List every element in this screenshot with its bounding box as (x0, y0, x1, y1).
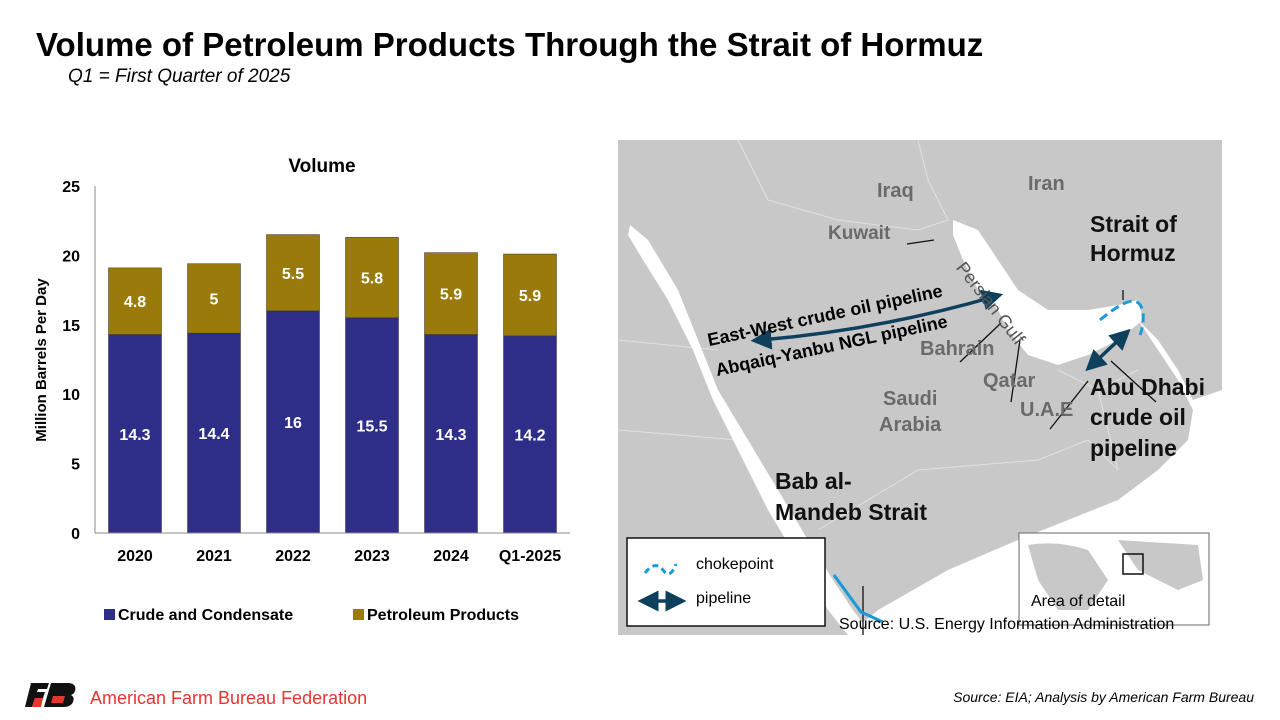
footer-source: Source: EIA; Analysis by American Farm B… (953, 689, 1254, 705)
bar-value-label: 5.8 (361, 271, 383, 288)
bar-value-label: 14.3 (435, 427, 466, 444)
label-saudi: Saudi (883, 388, 938, 410)
legend-pipeline-label: pipeline (696, 590, 752, 607)
bar-value-label: 5.5 (282, 266, 304, 283)
label-iraq: Iraq (877, 180, 914, 202)
x-tick-label: Q1-2025 (499, 548, 561, 565)
borders (618, 140, 1139, 531)
bar-products (345, 237, 399, 319)
bar-value-label: 14.2 (514, 427, 545, 444)
bar-crude (503, 335, 557, 534)
bar-value-label: 5 (210, 291, 219, 308)
bar-crude (345, 317, 399, 534)
bar-value-label: 15.5 (356, 418, 387, 435)
label-abu-dhabi: Abu Dhabi (1090, 374, 1205, 400)
bab-chokepoint (832, 574, 884, 624)
map-source: Source: U.S. Energy Information Administ… (839, 616, 1175, 633)
label-kuwait: Kuwait (828, 223, 891, 244)
bar-crude (266, 310, 320, 534)
x-tick-label: 2022 (275, 548, 311, 565)
label-bahrain: Bahrain (920, 338, 995, 360)
y-axis-label: Million Barrels Per Day (33, 278, 50, 442)
label-pipeline: pipeline (1090, 435, 1177, 461)
x-tick-label: 2021 (196, 548, 232, 565)
label-crude-oil: crude oil (1090, 404, 1186, 430)
organization-name: American Farm Bureau Federation (90, 688, 368, 708)
legend-swatch (353, 609, 364, 620)
label-strait-of: Strait of (1090, 211, 1177, 237)
bar-value-label: 5.9 (440, 287, 462, 304)
bar-products (187, 263, 241, 334)
page-title: Volume of Petroleum Products Through the… (36, 26, 984, 63)
label-uae: U.A.E (1020, 399, 1074, 421)
chokepoint-icon (643, 563, 678, 576)
x-tick-label: 2023 (354, 548, 390, 565)
bar-value-label: 14.4 (198, 426, 229, 443)
page-subtitle: Q1 = First Quarter of 2025 (68, 66, 291, 87)
bar-value-label: 14.3 (119, 427, 150, 444)
label-arabia: Arabia (879, 414, 942, 436)
inset-land (1028, 540, 1203, 610)
legend-chokepoint-label: chokepoint (696, 556, 774, 573)
y-tick-label: 10 (62, 387, 80, 404)
bar-products (108, 267, 162, 335)
abu-dhabi-pipeline-arrow (1085, 328, 1131, 372)
inset-label: Area of detail (1031, 593, 1126, 610)
persian-gulf (953, 220, 1143, 365)
label-iran: Iran (1028, 173, 1065, 195)
label-qatar: Qatar (983, 370, 1036, 392)
bar-value-label: 4.8 (124, 294, 146, 311)
bar-products (424, 252, 478, 335)
legend-swatch (104, 609, 115, 620)
bar-value-label: 16 (284, 415, 302, 432)
legend-label: Crude and Condensate (118, 607, 293, 624)
y-tick-label: 0 (71, 526, 80, 543)
red-sea (628, 225, 868, 635)
label-hormuz: Hormuz (1090, 240, 1176, 266)
bar-products (503, 253, 557, 337)
y-tick-label: 25 (62, 179, 80, 196)
y-tick-label: 15 (62, 318, 80, 335)
east-west-pipeline-arrow (750, 289, 1004, 350)
area-of-detail-box (1122, 553, 1144, 575)
stacked-bar-chart: Volume Million Barrels Per Day 051015202… (33, 156, 570, 624)
label-mandeb-strait: Mandeb Strait (775, 499, 928, 525)
label-bab-al: Bab al- (775, 468, 852, 494)
map-graphic (618, 140, 1222, 635)
afbf-logo-icon (25, 683, 76, 707)
chart-title: Volume (288, 156, 355, 177)
map-panel: Iraq Iran Kuwait Bahrain Qatar Saudi Ara… (618, 140, 1222, 635)
y-tick-label: 20 (62, 248, 80, 265)
bar-crude (108, 334, 162, 534)
bar-value-label: 5.9 (519, 288, 541, 305)
x-tick-label: 2020 (117, 548, 153, 565)
map-legend-box (626, 537, 826, 627)
x-tick-label: 2024 (433, 548, 469, 565)
legend-label: Petroleum Products (367, 607, 519, 624)
y-tick-label: 5 (71, 457, 80, 474)
bar-products (266, 234, 320, 312)
hormuz-chokepoint (1099, 299, 1145, 336)
